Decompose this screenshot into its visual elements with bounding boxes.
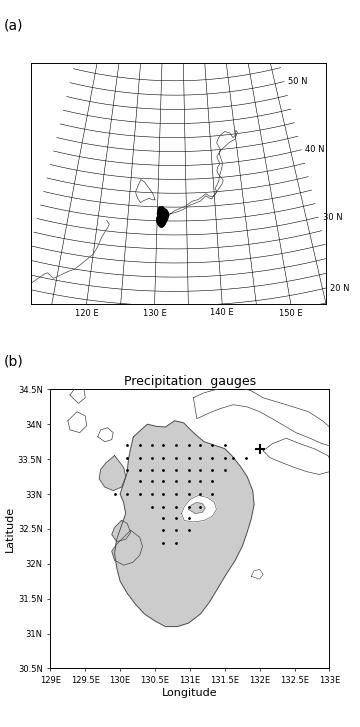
Text: (a): (a) — [4, 18, 23, 32]
Polygon shape — [112, 521, 131, 542]
Polygon shape — [112, 530, 143, 565]
Polygon shape — [99, 456, 126, 491]
Polygon shape — [157, 206, 168, 227]
Polygon shape — [98, 427, 113, 442]
Polygon shape — [114, 421, 254, 627]
Polygon shape — [181, 495, 216, 522]
Polygon shape — [189, 502, 205, 513]
Polygon shape — [193, 386, 340, 446]
Text: 150 E: 150 E — [279, 308, 303, 318]
Text: 50 N: 50 N — [288, 77, 308, 86]
Polygon shape — [70, 386, 85, 403]
Polygon shape — [251, 569, 263, 579]
Text: (b): (b) — [4, 354, 23, 368]
Y-axis label: Latitude: Latitude — [5, 506, 15, 552]
Polygon shape — [154, 672, 176, 686]
Text: 20 N: 20 N — [330, 284, 350, 292]
Text: 40 N: 40 N — [306, 145, 325, 154]
Polygon shape — [263, 438, 333, 475]
Text: 120 E: 120 E — [75, 309, 98, 318]
Text: 140 E: 140 E — [210, 308, 234, 318]
Title: Precipitation  gauges: Precipitation gauges — [124, 375, 256, 388]
X-axis label: Longitude: Longitude — [162, 688, 218, 698]
Text: 30 N: 30 N — [323, 212, 342, 222]
Polygon shape — [68, 411, 87, 433]
Text: 130 E: 130 E — [143, 308, 166, 318]
